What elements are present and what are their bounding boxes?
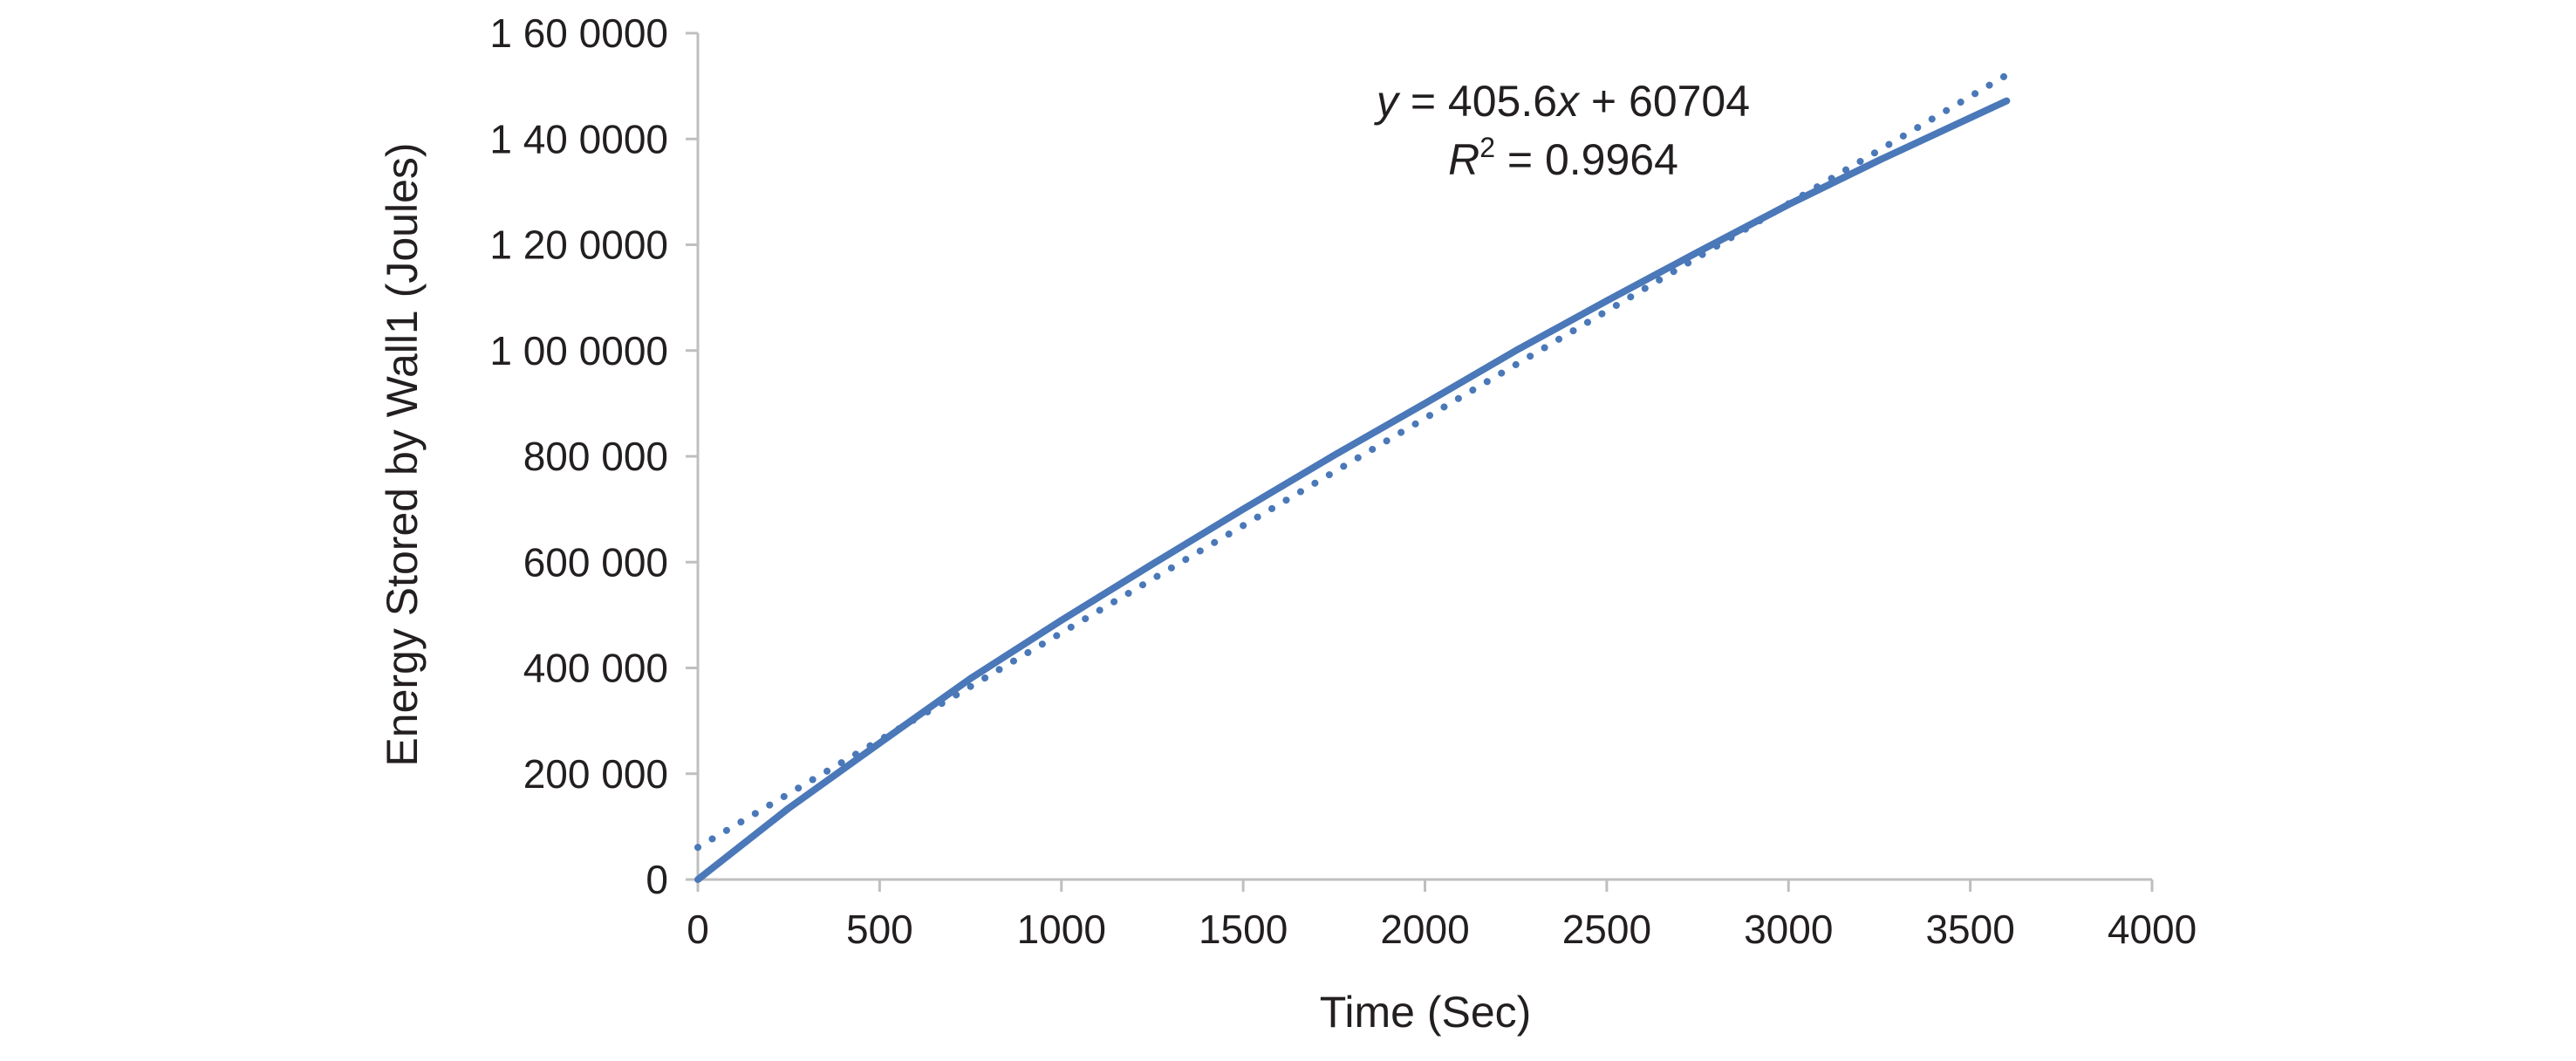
y-tick-label: 1 20 0000: [489, 222, 668, 268]
x-tick-label: 0: [687, 907, 709, 952]
x-tick-label: 3000: [1744, 907, 1833, 952]
y-axis-title: Energy Stored by Wall1 (Joules): [378, 142, 427, 766]
y-tick-label: 1 00 0000: [489, 328, 668, 373]
x-axis-title: Time (Sec): [1320, 988, 1532, 1037]
x-tick-label: 2500: [1562, 907, 1651, 952]
y-tick-label: 200 000: [523, 751, 668, 797]
x-tick-label: 3500: [1925, 907, 2014, 952]
y-tick-label: 800 000: [523, 434, 668, 479]
y-tick-label: 1 40 0000: [489, 116, 668, 161]
x-tick-label: 4000: [2108, 907, 2197, 952]
x-tick-label: 500: [846, 907, 913, 952]
y-tick-label: 600 000: [523, 539, 668, 585]
energy-series-line: [694, 97, 2011, 883]
x-tick-label: 1500: [1199, 907, 1288, 952]
y-tick-label: 1 60 0000: [489, 10, 668, 56]
r-squared-annotation: R2 = 0.9964: [1448, 132, 1678, 184]
y-tick-label: 400 000: [523, 646, 668, 691]
equation-annotation: y = 405.6x + 60704: [1374, 77, 1750, 126]
x-tick-label: 1000: [1017, 907, 1106, 952]
y-tick-label: 0: [646, 857, 668, 902]
x-tick-label: 2000: [1380, 907, 1469, 952]
